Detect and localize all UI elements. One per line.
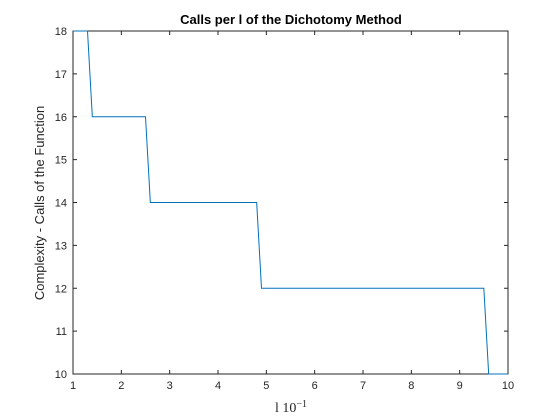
x-axis: 1 2 3 4 5 6 7 8 9 10: [70, 31, 514, 392]
y-tick-label: 12: [55, 283, 67, 295]
y-tick-label: 18: [55, 26, 67, 38]
series-layer: [73, 30, 508, 375]
x-tick-label: 4: [215, 380, 221, 392]
x-tick-label: 1: [70, 380, 76, 392]
chart-title: Calls per l of the Dichotomy Method: [180, 12, 402, 27]
y-tick-label: 17: [55, 69, 67, 81]
y-axis-label: Complexity - Calls of the Function: [32, 106, 47, 300]
y-tick-label: 14: [55, 198, 67, 210]
y-tick-label: 16: [55, 112, 67, 124]
plot-area-border: [72, 30, 509, 375]
x-tick-label: 8: [408, 380, 414, 392]
y-tick-label: 13: [55, 240, 67, 252]
plot-frame: [72, 30, 509, 375]
x-tick-label: 10: [502, 380, 514, 392]
x-tick-label: 6: [312, 380, 318, 392]
x-tick-label: 2: [118, 380, 124, 392]
y-tick-label: 10: [55, 369, 67, 381]
y-axis: 10 11 12 13 14 15 16 17 18: [55, 26, 508, 381]
series-line: [73, 30, 508, 375]
y-tick-label: 15: [55, 155, 67, 167]
x-tick-label: 7: [360, 380, 366, 392]
x-tick-label: 5: [263, 380, 269, 392]
x-axis-label: l 10−1: [275, 399, 307, 416]
x-tick-label: 3: [167, 380, 173, 392]
x-tick-label: 9: [457, 380, 463, 392]
x-axis-label-exponent: −1: [296, 399, 307, 410]
y-tick-label: 11: [56, 326, 67, 338]
x-axis-label-base: l 10: [275, 401, 296, 416]
